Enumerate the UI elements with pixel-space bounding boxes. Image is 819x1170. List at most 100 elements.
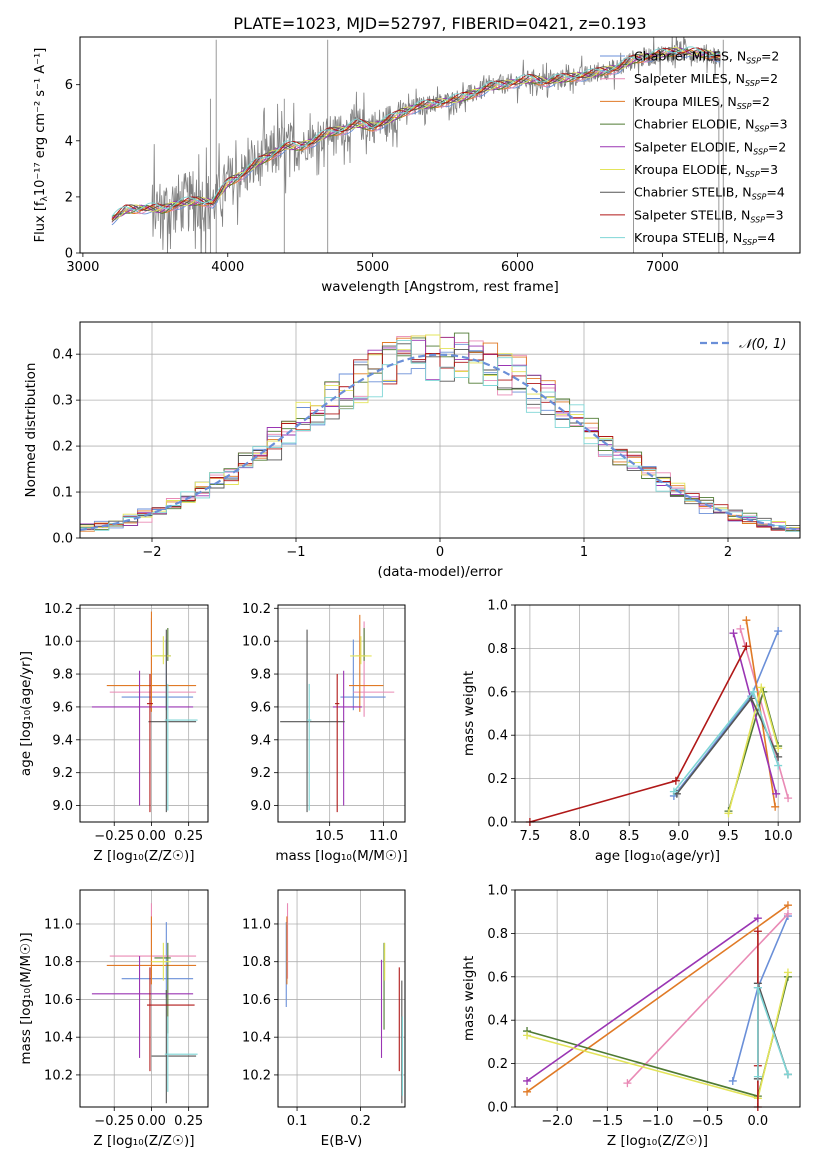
weight-marker-kroupa-miles	[783, 901, 792, 910]
weight-marker-kroupa-elodie	[757, 683, 766, 692]
x-tick-label: 1	[580, 545, 588, 560]
legend-count: =2	[768, 139, 786, 154]
weight-marker-kroupa-elodie	[724, 809, 733, 818]
age_vs_Z-frame	[79, 604, 209, 823]
legend-text: Kroupa STELIB, N	[634, 230, 742, 245]
mass_vs_Z-axes: −0.25 0.00 0.25 10.2 10.4 10.6 10.8 11.0 Z [log₁…	[18, 890, 208, 1149]
weight-marker-kroupa-stelib	[783, 1070, 792, 1079]
y-axis-label: age [log₁₀(age/yr)]	[18, 651, 34, 776]
model-line-kroupa-miles	[111, 49, 721, 220]
model-line-chabrier-stelib	[111, 47, 721, 222]
x-axis-label: E(B-V)	[321, 1133, 363, 1149]
y-axis-label: mass weight	[461, 956, 477, 1041]
x-tick-label: 0.00	[137, 1114, 166, 1129]
x-tick-label: −1	[286, 545, 305, 560]
x-tick-label: 10.0	[764, 829, 793, 844]
weight-marker-kroupa-elodie	[783, 968, 792, 977]
y-tick-label: 0.4	[52, 348, 73, 363]
y-tick-label: 9.8	[52, 668, 73, 683]
weight-line-salpeter-stelib	[529, 645, 748, 823]
x-tick-label: −0.5	[692, 1114, 724, 1129]
y-tick-label: 10.6	[44, 993, 73, 1008]
x-axis-label: (data-model)/error	[377, 564, 503, 580]
y-tick-label: 9.0	[52, 799, 73, 814]
y-tick-label: 6	[65, 78, 73, 93]
histogram-kroupa-stelib	[80, 339, 800, 536]
weight-line-salpeter-elodie	[526, 917, 759, 1082]
weight-marker-kroupa-elodie	[523, 1031, 532, 1040]
mass_vs_Z-frame	[79, 889, 209, 1108]
y-tick-label: 11.0	[242, 917, 271, 932]
model-line-chabrier-miles	[111, 51, 721, 226]
legend-count: =3	[765, 207, 783, 222]
y-tick-label: 0.0	[487, 1101, 508, 1116]
weight-marker-salpeter-stelib	[753, 927, 762, 936]
model-line-salpeter-miles	[111, 50, 721, 223]
weight_vs_age-frame	[514, 604, 801, 823]
y-tick-label: 0.4	[487, 729, 508, 744]
x-tick-label: 5000	[356, 260, 389, 275]
legend-text: Salpeter MILES, N	[634, 71, 745, 86]
y-tick-label: 10.2	[242, 602, 271, 617]
x-axis-label: Z [log₁₀(Z/Z☉)]	[93, 848, 194, 864]
y-tick-label: 0.2	[487, 1057, 508, 1072]
x-tick-label: 0	[436, 545, 444, 560]
mass_vs_ebv-frame	[277, 889, 406, 1108]
x-tick-label: 3000	[66, 260, 99, 275]
y-tick-label: 11.0	[44, 917, 73, 932]
plots-layer: 3000 4000 5000 6000 7000 0 2 4 6 wavelength [Angs…	[18, 36, 801, 1149]
weight-marker-kroupa-stelib	[753, 1072, 762, 1081]
y-tick-label: 0.0	[52, 532, 73, 547]
weight-marker-kroupa-elodie	[774, 744, 783, 753]
y-tick-label: 10.2	[44, 602, 73, 617]
legend-label: Chabrier MILES, NSSP=2	[634, 49, 779, 66]
legend-label: Salpeter ELODIE, NSSP=2	[634, 139, 786, 156]
legend-text: Chabrier MILES, N	[634, 49, 746, 64]
model-line-kroupa-stelib	[111, 46, 721, 217]
y-tick-label: 0.4	[487, 1014, 508, 1029]
legend-label: Salpeter MILES, NSSP=2	[634, 71, 778, 88]
weight-marker-salpeter-elodie	[729, 629, 738, 638]
weight-marker-salpeter-miles	[623, 1079, 632, 1088]
x-axis-label: Z [log₁₀(Z/Z☉)]	[93, 1133, 194, 1149]
legend-text: Chabrier STELIB, N	[634, 185, 752, 200]
x-axis-label: Z [log₁₀(Z/Z☉)]	[607, 1133, 708, 1149]
x-tick-label: 8.5	[619, 829, 640, 844]
legend-count: =2	[761, 49, 779, 64]
legend-label: Kroupa ELODIE, NSSP=3	[634, 162, 778, 179]
legend-count: =4	[766, 185, 784, 200]
spectrum-axes: 3000 4000 5000 6000 7000 0 2 4 6 wavelength [Angs…	[65, 78, 679, 295]
y-tick-label: 4	[65, 134, 73, 149]
y-tick-label: 0	[65, 247, 73, 262]
x-tick-label: 4000	[211, 260, 244, 275]
ylabel-sub: λ	[40, 196, 50, 202]
y-tick-label: 9.4	[52, 733, 73, 748]
legend-sub: SSP	[746, 57, 761, 66]
weight-line-kroupa-miles	[526, 904, 789, 1093]
x-tick-label: 9.5	[718, 829, 739, 844]
weight_vs_Z-frame	[514, 889, 801, 1108]
residuals-frame	[79, 321, 801, 539]
x-tick-label: −2.0	[541, 1114, 573, 1129]
model-line-chabrier-elodie	[111, 48, 721, 217]
age_vs_mass-frame	[277, 604, 406, 823]
x-tick-label: 10.5	[315, 829, 344, 844]
weight-marker-salpeter-elodie	[772, 789, 781, 798]
y-tick-label: 0.2	[52, 440, 73, 455]
y-tick-label: 9.4	[250, 733, 271, 748]
weight-marker-salpeter-miles	[783, 909, 792, 918]
x-tick-label: 7000	[646, 260, 679, 275]
x-tick-label: 0.1	[287, 1114, 308, 1129]
normal-curve	[79, 353, 801, 531]
y-axis-label: mass [log₁₀(M/M☉)]	[18, 932, 34, 1064]
spectrum-frame	[79, 36, 801, 254]
weight-marker-salpeter-elodie	[523, 1076, 532, 1085]
age_vs_Z-axes: −0.25 0.00 0.25 9.0 9.2 9.4 9.6 9.8 10.0 10.2 Z [l…	[18, 602, 208, 864]
legend-sub: SSP	[750, 215, 765, 224]
mass_vs_ebv-axes: 0.1 0.2 10.2 10.4 10.6 10.8 11.0 E(B-V)	[242, 890, 405, 1149]
legend-text: Chabrier ELODIE, N	[634, 117, 754, 132]
y-tick-label: 0.2	[487, 772, 508, 787]
y-axis-label: mass weight	[461, 671, 477, 756]
weight-marker-salpeter-miles	[784, 794, 793, 803]
y-tick-label: 9.6	[250, 700, 271, 715]
